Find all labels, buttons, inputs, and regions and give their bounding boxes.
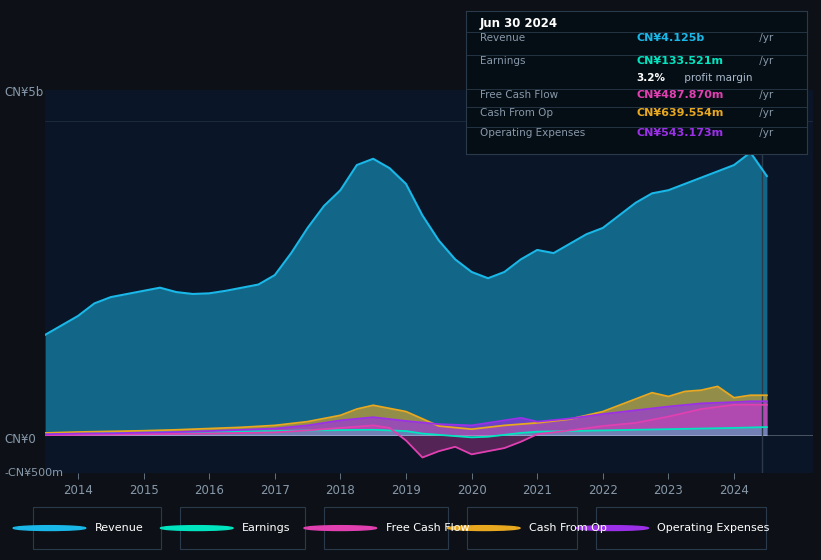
Text: CN¥543.173m: CN¥543.173m — [637, 128, 724, 138]
Text: profit margin: profit margin — [681, 73, 753, 83]
Text: Earnings: Earnings — [242, 523, 291, 533]
Circle shape — [576, 526, 649, 530]
FancyBboxPatch shape — [323, 507, 448, 549]
Text: CN¥639.554m: CN¥639.554m — [637, 108, 724, 118]
Text: CN¥487.870m: CN¥487.870m — [637, 91, 724, 100]
Text: /yr: /yr — [756, 91, 773, 100]
Circle shape — [13, 526, 85, 530]
FancyBboxPatch shape — [595, 507, 765, 549]
Text: Revenue: Revenue — [94, 523, 144, 533]
FancyBboxPatch shape — [33, 507, 161, 549]
Text: Jun 30 2024: Jun 30 2024 — [480, 17, 558, 30]
Text: Cash From Op: Cash From Op — [480, 108, 553, 118]
Text: /yr: /yr — [756, 56, 773, 66]
Text: Operating Expenses: Operating Expenses — [658, 523, 770, 533]
Text: /yr: /yr — [756, 34, 773, 43]
Text: CN¥5b: CN¥5b — [4, 86, 44, 99]
FancyBboxPatch shape — [180, 507, 305, 549]
Text: CN¥133.521m: CN¥133.521m — [637, 56, 723, 66]
Text: Free Cash Flow: Free Cash Flow — [480, 91, 558, 100]
Circle shape — [160, 526, 233, 530]
Text: Free Cash Flow: Free Cash Flow — [386, 523, 469, 533]
Text: Cash From Op: Cash From Op — [529, 523, 607, 533]
FancyBboxPatch shape — [467, 507, 576, 549]
Circle shape — [304, 526, 377, 530]
Text: /yr: /yr — [756, 128, 773, 138]
Text: -CN¥500m: -CN¥500m — [4, 468, 63, 478]
Text: Operating Expenses: Operating Expenses — [480, 128, 585, 138]
Circle shape — [447, 526, 520, 530]
Text: CN¥0: CN¥0 — [4, 433, 36, 446]
Text: CN¥4.125b: CN¥4.125b — [637, 34, 705, 43]
Text: /yr: /yr — [756, 108, 773, 118]
Text: Earnings: Earnings — [480, 56, 525, 66]
Text: Revenue: Revenue — [480, 34, 525, 43]
Text: 3.2%: 3.2% — [637, 73, 666, 83]
